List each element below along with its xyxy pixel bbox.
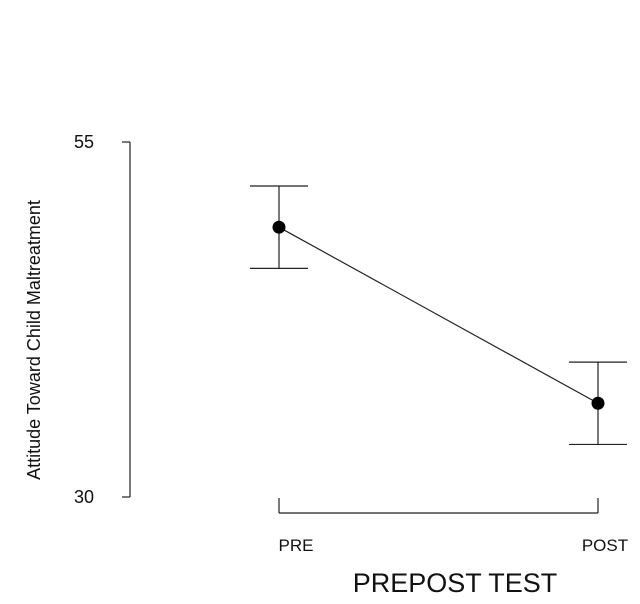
data-layer: [250, 185, 627, 446]
y-ticks: 30 55: [74, 132, 130, 507]
x-tick-label-pre: PRE: [279, 536, 314, 555]
x-tick-label-post: POST: [582, 536, 628, 555]
series-line: [278, 226, 599, 404]
x-axis-title: PREPOST TEST: [353, 568, 558, 598]
y-axis-title: Attitude Toward Child Maltreatment: [24, 200, 44, 480]
y-tick-label: 30: [74, 487, 94, 507]
x-ticks: PRE POST: [278, 498, 628, 555]
data-point-post: [591, 396, 605, 410]
data-point-pre: [272, 220, 286, 234]
y-tick-label: 55: [74, 132, 94, 152]
